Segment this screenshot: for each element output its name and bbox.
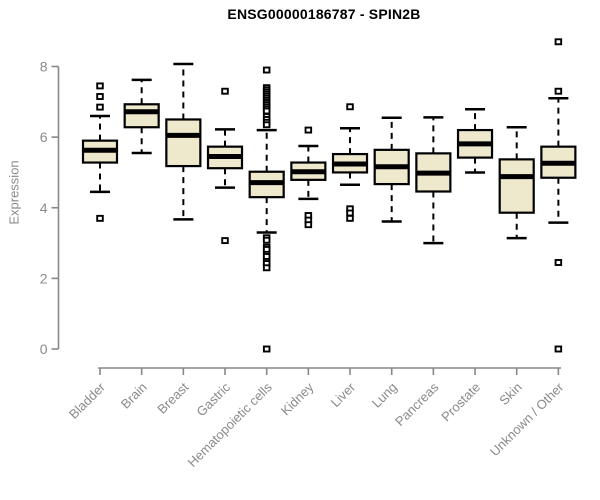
outlier-point [96, 103, 104, 111]
boxplot-breast [165, 62, 202, 221]
x-tick-label: Liver [328, 379, 359, 410]
outlier-point [554, 38, 563, 46]
outlier-point [221, 237, 229, 245]
outlier-point [262, 236, 271, 244]
iqr-box [498, 158, 535, 214]
boxplot-skin [498, 125, 535, 240]
x-tick-label: Skin [496, 380, 524, 408]
x-tick-label: Kidney [278, 379, 317, 418]
outlier-point [262, 107, 271, 115]
y-tick-label: 4 [40, 200, 48, 216]
boxplot-pancreas [415, 116, 452, 245]
x-tick-label: Brain [118, 380, 150, 412]
x-tick-label: Unknown / Other [487, 379, 567, 459]
x-tick-label: Gastric [193, 379, 233, 419]
outlier-point [554, 87, 563, 95]
x-tick-label: Lung [369, 380, 400, 411]
iqr-box [165, 118, 202, 168]
outlier-point [346, 214, 354, 222]
boxplot-kidney [290, 126, 327, 229]
y-tick-label: 8 [40, 59, 48, 75]
boxplot-liver [331, 103, 369, 222]
outlier-point [304, 221, 313, 229]
outlier-point [262, 66, 271, 74]
outlier-point [96, 82, 104, 90]
boxplot-gastric [206, 87, 244, 245]
outlier-point [221, 87, 229, 95]
x-tick-label: Bladder [66, 379, 109, 422]
y-tick-label: 6 [40, 129, 48, 145]
outlier-point [262, 345, 271, 353]
boxplot-unknown-other [540, 38, 577, 353]
y-tick-label: 2 [40, 270, 48, 286]
y-tick-label: 0 [40, 341, 48, 357]
boxplot-lung [373, 116, 410, 223]
chart-title: ENSG00000186787 - SPIN2B [227, 6, 421, 22]
outlier-point [96, 214, 104, 222]
x-tick-label: Breast [154, 379, 191, 416]
boxplot-bladder [81, 82, 119, 222]
outlier-point [304, 126, 313, 134]
outlier-point [554, 345, 563, 353]
boxplot-brain [123, 78, 160, 155]
outlier-point [346, 209, 354, 217]
outlier-point [262, 264, 271, 272]
outlier-point [96, 93, 104, 100]
x-tick-label: Prostate [438, 380, 483, 425]
outlier-point [346, 103, 354, 111]
outlier-point [262, 121, 271, 129]
boxplot-prostate [456, 107, 494, 174]
iqr-box [123, 103, 160, 129]
x-tick-label: Pancreas [392, 379, 442, 429]
outlier-point [554, 259, 563, 266]
boxplot-hematopoietic-cells [248, 66, 285, 353]
